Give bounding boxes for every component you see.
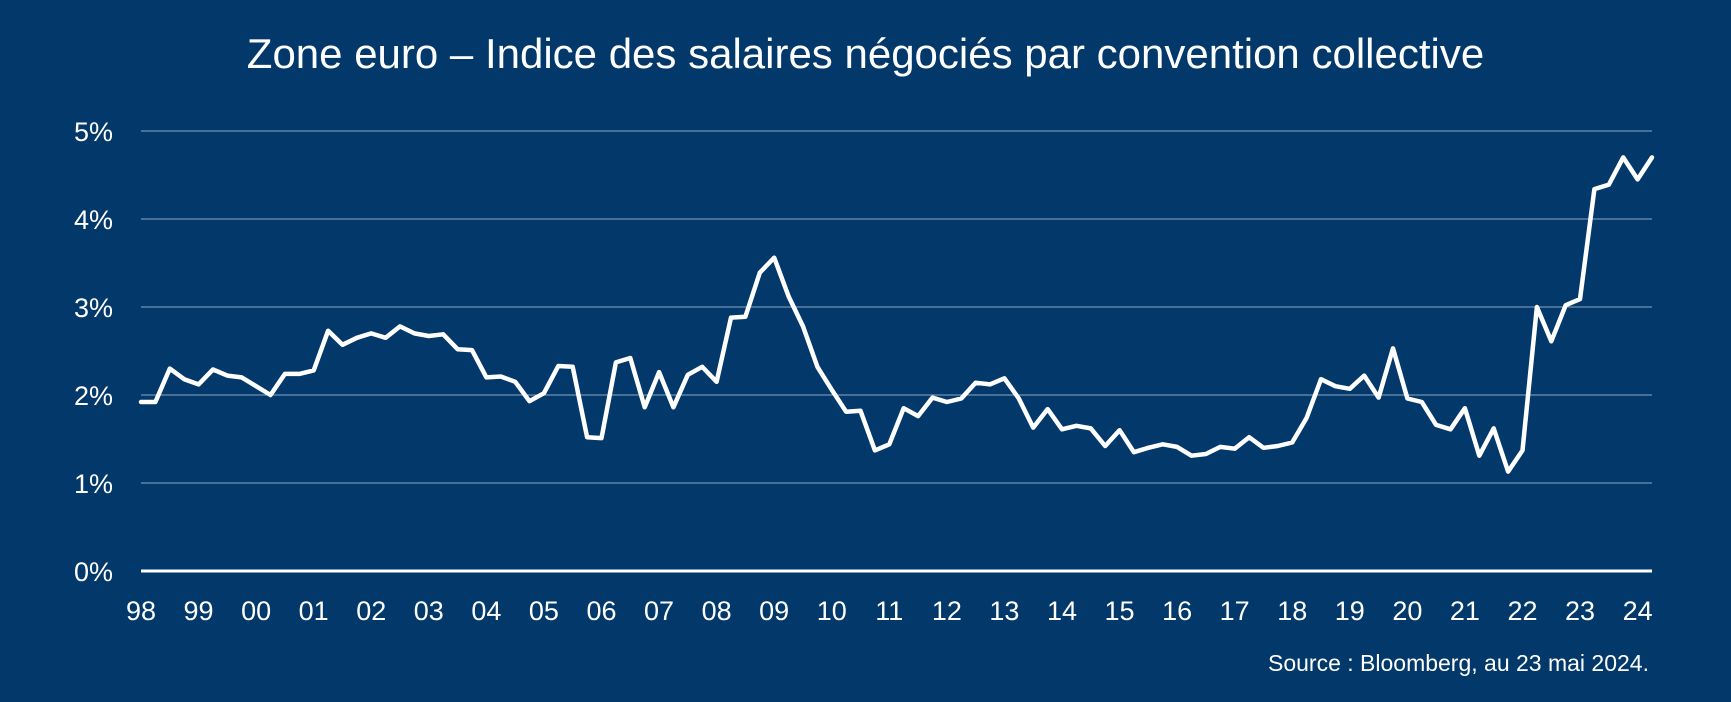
x-tick-label: 06	[586, 596, 616, 626]
x-tick-label: 22	[1507, 596, 1537, 626]
y-tick-label: 5%	[74, 117, 113, 147]
x-tick-label: 10	[817, 596, 847, 626]
x-tick-label: 99	[184, 596, 214, 626]
source-note: Source : Bloomberg, au 23 mai 2024.	[1267, 650, 1649, 676]
x-tick-label: 04	[471, 596, 501, 626]
y-tick-label: 0%	[74, 557, 113, 587]
x-tick-label: 02	[356, 596, 386, 626]
y-tick-label: 1%	[74, 469, 113, 499]
chart-title: Zone euro – Indice des salaires négociés…	[246, 30, 1485, 77]
x-tick-label: 03	[414, 596, 444, 626]
x-tick-label: 23	[1565, 596, 1595, 626]
x-tick-label: 16	[1162, 596, 1192, 626]
y-tick-label: 4%	[74, 205, 113, 235]
x-tick-label: 12	[932, 596, 962, 626]
x-tick-label: 05	[529, 596, 559, 626]
x-tick-label: 15	[1105, 596, 1135, 626]
gridlines	[141, 130, 1652, 573]
x-tick-label: 19	[1335, 596, 1365, 626]
x-tick-label: 21	[1450, 596, 1480, 626]
x-tick-label: 20	[1392, 596, 1422, 626]
x-tick-label: 00	[241, 596, 271, 626]
x-tick-label: 18	[1277, 596, 1307, 626]
series-line-wage-index	[138, 155, 1655, 474]
x-axis-tick-labels: 98 99 00 01 02 03 04 05 06 07 08 09 10 11 12 13 14 15 16 17…	[126, 596, 1653, 626]
y-tick-label: 3%	[74, 293, 113, 323]
x-tick-label: 13	[989, 596, 1019, 626]
x-tick-label: 01	[299, 596, 329, 626]
x-tick-label: 07	[644, 596, 674, 626]
y-tick-label: 2%	[74, 381, 113, 411]
x-tick-label: 17	[1220, 596, 1250, 626]
x-tick-label: 09	[759, 596, 789, 626]
x-tick-label: 08	[702, 596, 732, 626]
y-axis-tick-labels: 0% 1% 2% 3% 4% 5%	[74, 117, 113, 587]
x-tick-label: 14	[1047, 596, 1077, 626]
x-tick-label: 24	[1623, 596, 1653, 626]
x-tick-label: 98	[126, 596, 156, 626]
x-tick-label: 11	[875, 596, 903, 626]
